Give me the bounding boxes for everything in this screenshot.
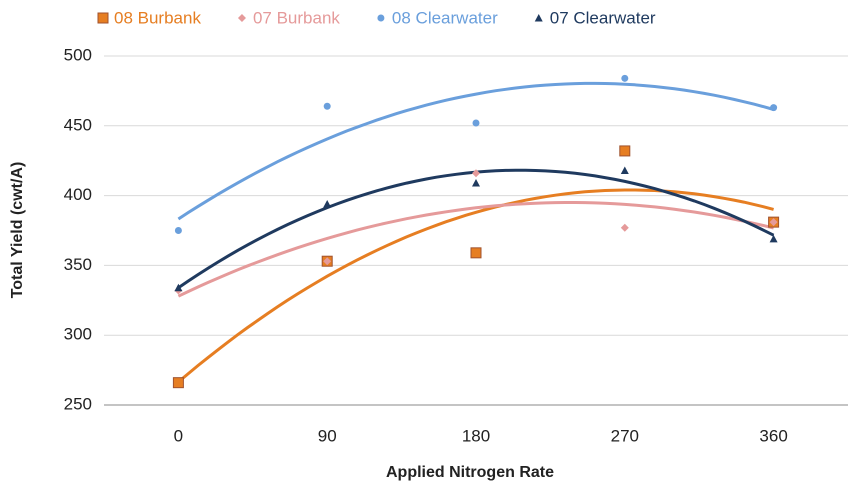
marker — [323, 257, 332, 266]
x-tick-label: 0 — [174, 426, 183, 445]
legend-label: 07 Clearwater — [550, 8, 656, 27]
trendline — [177, 188, 774, 384]
y-tick-label: 500 — [64, 45, 92, 64]
legend-label: 08 Burbank — [114, 8, 201, 27]
marker — [323, 102, 331, 110]
marker — [620, 166, 629, 174]
marker — [769, 218, 778, 227]
marker — [174, 283, 183, 292]
marker — [620, 223, 629, 232]
y-tick-label: 400 — [64, 185, 92, 204]
y-tick-label: 250 — [64, 394, 92, 413]
trendline — [177, 168, 775, 289]
trendline — [177, 201, 774, 298]
marker — [97, 12, 109, 24]
marker — [472, 179, 480, 187]
marker — [769, 234, 778, 243]
legend-item: 08 Burbank — [97, 8, 201, 27]
marker — [470, 247, 482, 259]
marker — [172, 377, 184, 389]
x-tick-label: 270 — [611, 426, 639, 445]
x-tick-label: 90 — [318, 426, 337, 445]
x-tick-label: 180 — [462, 426, 490, 445]
marker — [472, 119, 480, 127]
marker — [323, 199, 332, 208]
marker — [472, 169, 480, 178]
marker — [619, 145, 631, 157]
y-tick-label: 450 — [64, 115, 92, 134]
marker — [534, 14, 543, 22]
x-axis-label: Applied Nitrogen Rate — [386, 464, 554, 481]
marker — [621, 74, 629, 82]
marker — [770, 104, 778, 112]
legend-item: 07 Clearwater — [534, 8, 656, 27]
legend-label: 08 Clearwater — [392, 8, 498, 27]
legend-label: 07 Burbank — [253, 8, 340, 27]
legend-item: 07 Burbank — [237, 8, 340, 27]
trendline — [177, 81, 775, 221]
marker — [377, 14, 385, 22]
y-tick-label: 350 — [64, 255, 92, 274]
legend-item: 08 Clearwater — [377, 8, 498, 27]
marker — [174, 227, 182, 234]
x-tick-label: 360 — [759, 426, 787, 445]
marker — [237, 14, 246, 22]
y-tick-label: 300 — [64, 325, 92, 344]
y-axis-label: Total Yield (cwt/A) — [9, 162, 26, 299]
